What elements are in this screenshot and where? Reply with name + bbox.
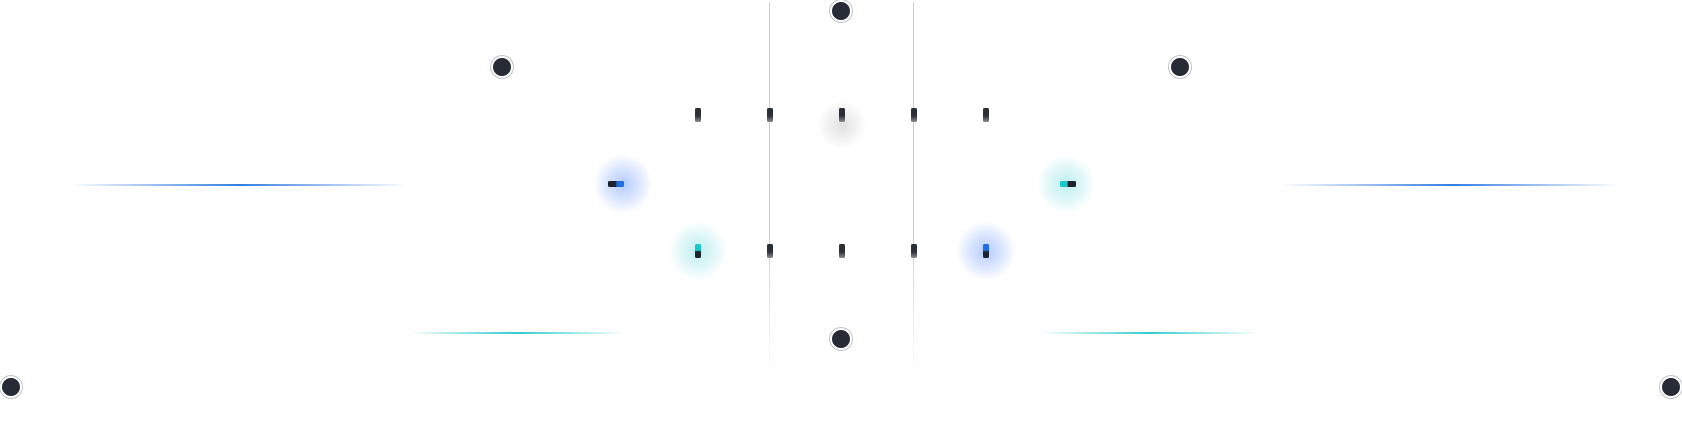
- tick-bottom-1: [695, 244, 701, 258]
- tick-top-3: [839, 108, 845, 122]
- node-upper-right: [1171, 58, 1189, 76]
- tick-bottom-2: [767, 244, 773, 258]
- tick-bottom-5: [983, 244, 989, 258]
- accent-line-left-teal: [408, 332, 626, 334]
- tick-bottom-4: [911, 244, 917, 258]
- tick-top-2: [767, 108, 773, 122]
- tick-top-5: [983, 108, 989, 122]
- accent-line-left-blue: [70, 184, 408, 186]
- node-upper-left: [493, 58, 511, 76]
- tick-bottom-3: [839, 244, 845, 258]
- node-bottom-left: [2, 378, 20, 396]
- node-lower-center: [832, 330, 850, 348]
- accent-line-right-blue: [1282, 184, 1620, 186]
- guide-line-left: [769, 2, 770, 382]
- node-top-center: [832, 2, 850, 20]
- accent-line-right-teal: [1040, 332, 1260, 334]
- guide-line-right: [913, 2, 914, 382]
- tick-mid-right: [1060, 181, 1076, 187]
- tick-top-1: [695, 108, 701, 122]
- node-bottom-right: [1662, 378, 1680, 396]
- tick-top-4: [911, 108, 917, 122]
- tick-mid-left: [608, 181, 624, 187]
